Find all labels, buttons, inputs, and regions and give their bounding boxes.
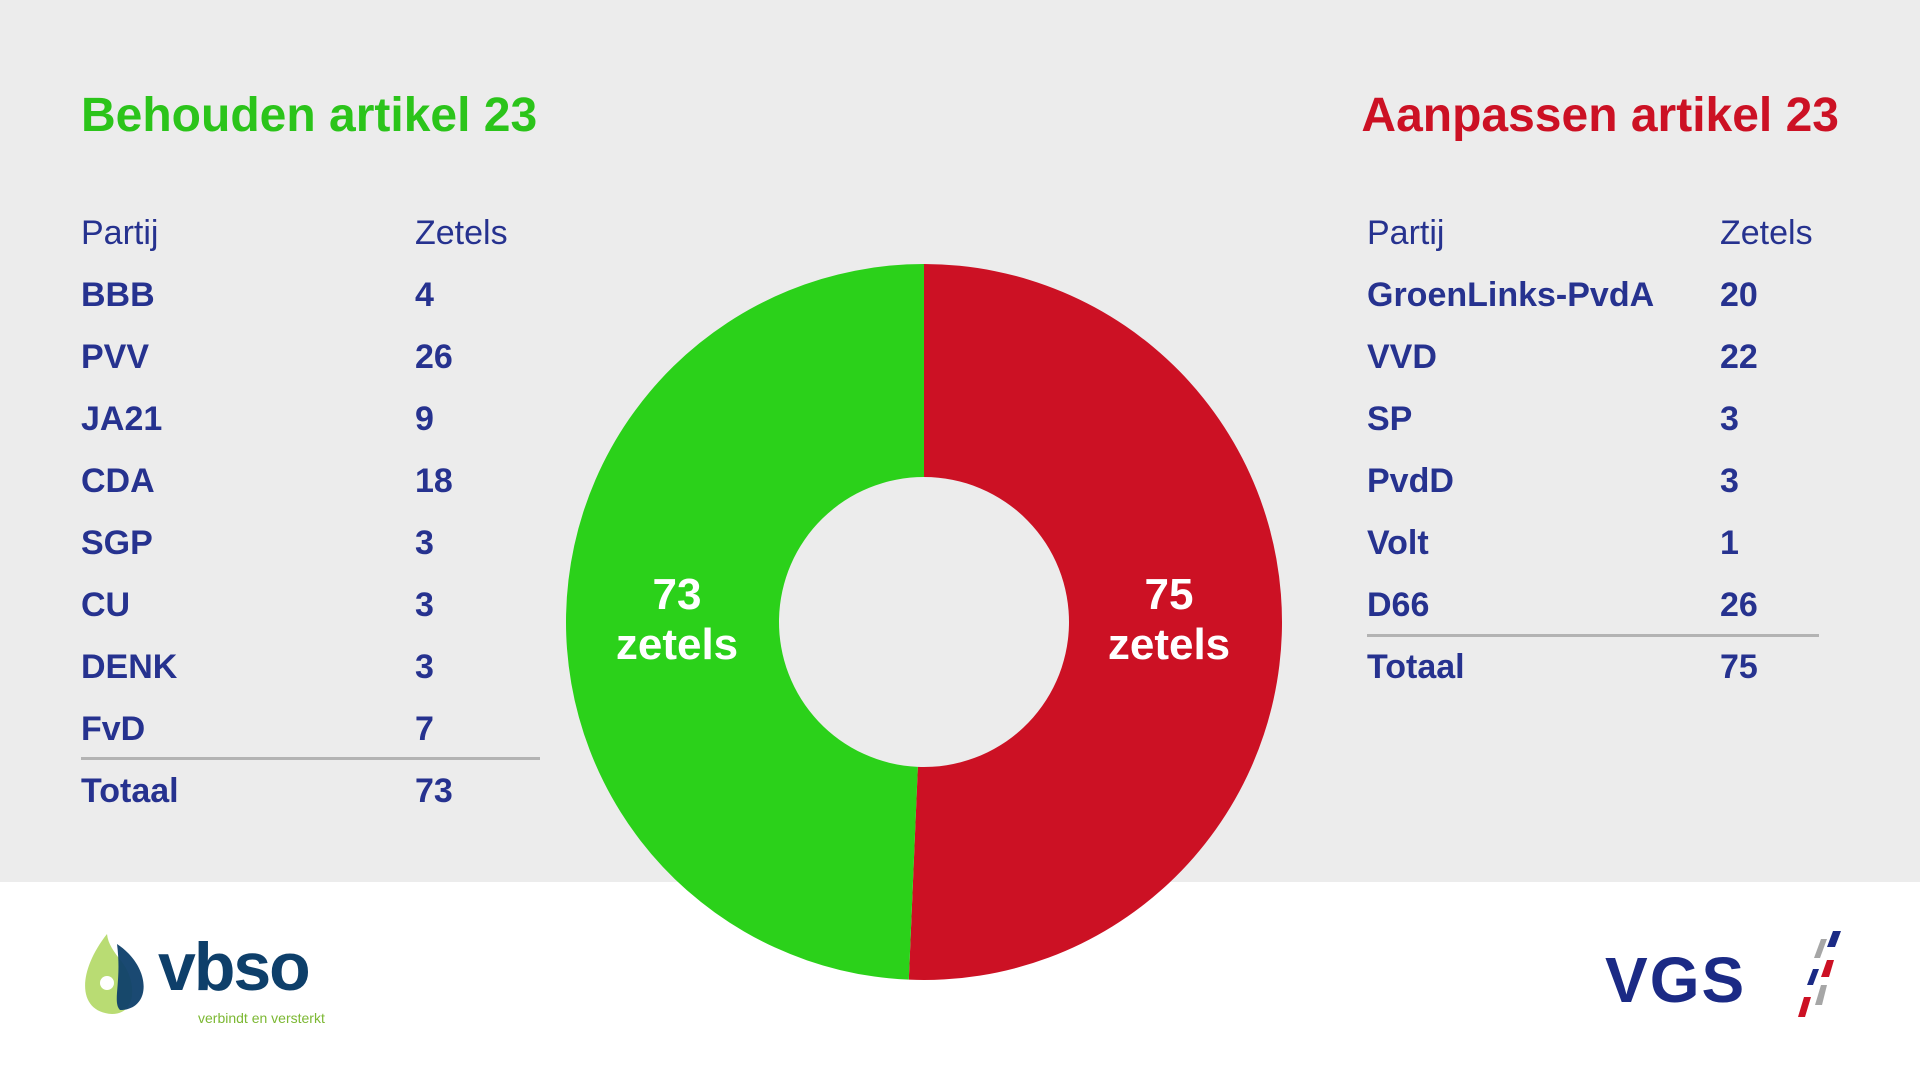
party-cell: Partij [1367, 214, 1445, 252]
party-cell: PvdD [1367, 462, 1454, 500]
label-aanpassen-unit: zetels [1107, 620, 1231, 669]
party-cell: Totaal [81, 772, 179, 810]
table-row: CDA 18 [81, 458, 541, 520]
seats-cell: 3 [1720, 462, 1739, 500]
table-row: SP 3 [1367, 396, 1827, 458]
table-row: VVD 22 [1367, 334, 1827, 396]
table-row: PVV 26 [81, 334, 541, 396]
label-behouden-num: 73 [652, 570, 702, 619]
right-party-table: Partij Zetels GroenLinks-PvdA 20 VVD 22 SP 3 Pvd… [1367, 210, 1827, 706]
table-header: Partij Zetels [1367, 210, 1827, 272]
vbso-drop-icon [85, 934, 144, 1014]
label-aanpassen: 75 zetels [1069, 570, 1269, 670]
left-title: Behouden artikel 23 [81, 88, 537, 143]
party-cell: FvD [81, 710, 146, 748]
table-row: D66 26 [1367, 582, 1827, 644]
left-divider [81, 757, 540, 760]
party-cell: D66 [1367, 586, 1430, 624]
seats-cell: 75 [1720, 648, 1758, 686]
right-title: Aanpassen artikel 23 [1361, 88, 1839, 143]
table-row: DENK 3 [81, 644, 541, 706]
party-cell: VVD [1367, 338, 1437, 376]
seats-cell: 1 [1720, 524, 1739, 562]
seats-cell: 4 [415, 276, 434, 314]
seats-cell: Zetels [1720, 214, 1813, 252]
donut-slice-behouden [566, 264, 924, 980]
vgs-wordmark: VGS [1605, 944, 1747, 1016]
seats-cell: 26 [415, 338, 453, 376]
seats-cell: 3 [415, 524, 434, 562]
seats-cell: 3 [415, 648, 434, 686]
donut-slice-aanpassen [908, 264, 1283, 980]
party-cell: CDA [81, 462, 155, 500]
table-row: Volt 1 [1367, 520, 1827, 582]
party-cell: PVV [81, 338, 150, 376]
table-row: BBB 4 [81, 272, 541, 334]
party-cell: SP [1367, 400, 1413, 438]
label-aanpassen-num: 75 [1144, 570, 1194, 619]
label-behouden-unit: zetels [615, 620, 739, 669]
total-row: Totaal 73 [81, 768, 541, 830]
seats-cell: 7 [415, 710, 434, 748]
seats-cell: Zetels [415, 214, 508, 252]
vbso-tagline: verbindt en versterkt [198, 1010, 325, 1026]
table-header: Partij Zetels [81, 210, 541, 272]
left-title-text: Behouden artikel 23 [81, 89, 538, 142]
table-row: GroenLinks-PvdA 20 [1367, 272, 1827, 334]
right-divider [1367, 634, 1819, 637]
party-cell: JA21 [81, 400, 163, 438]
party-cell: Volt [1367, 524, 1429, 562]
left-party-table: Partij Zetels BBB 4 PVV 26 JA21 9 CDA 18 SGP 3 CU 3 DE… [81, 210, 541, 830]
party-cell: DENK [81, 648, 178, 686]
vgs-stripes-icon [1798, 931, 1841, 1017]
table-row: PvdD 3 [1367, 458, 1827, 520]
seats-cell: 26 [1720, 586, 1758, 624]
table-row: JA21 9 [81, 396, 541, 458]
table-row: FvD 7 [81, 706, 541, 768]
seats-cell: 20 [1720, 276, 1758, 314]
seats-cell: 3 [415, 586, 434, 624]
party-cell: Partij [81, 214, 159, 252]
seats-cell: 3 [1720, 400, 1739, 438]
table-row: SGP 3 [81, 520, 541, 582]
right-title-text: Aanpassen artikel 23 [1361, 89, 1839, 142]
party-cell: CU [81, 586, 131, 624]
party-cell: BBB [81, 276, 155, 314]
party-cell: GroenLinks-PvdA [1367, 276, 1655, 314]
seats-cell: 22 [1720, 338, 1758, 376]
seats-cell: 73 [415, 772, 453, 810]
vgs-logo: VGS [1605, 925, 1845, 1035]
seats-cell: 9 [415, 400, 434, 438]
vbso-wordmark: vbso [158, 929, 311, 1005]
party-cell: SGP [81, 524, 153, 562]
seats-cell: 18 [415, 462, 453, 500]
table-row: CU 3 [81, 582, 541, 644]
label-behouden: 73 zetels [577, 570, 777, 670]
vbso-logo: vbso verbindt en versterkt [82, 928, 342, 1028]
party-cell: Totaal [1367, 648, 1465, 686]
total-row: Totaal 75 [1367, 644, 1827, 706]
